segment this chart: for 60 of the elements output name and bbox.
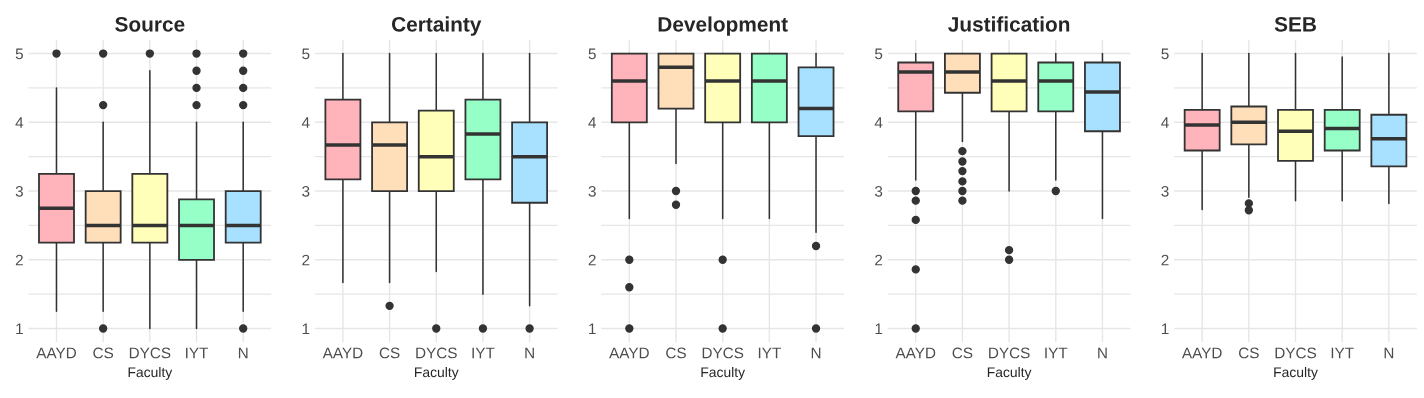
y-tick-label: 2 [875, 254, 883, 266]
y-tick-label: 3 [874, 185, 883, 197]
x-tick-label: IYT [186, 347, 209, 359]
y-tick-label: 1 [589, 323, 596, 335]
x-tick-label: AAYD [1181, 347, 1222, 359]
chart-title: SEB [1274, 16, 1316, 32]
x-tick-label: AAYD [609, 347, 649, 359]
x-tick-label: DYCS [416, 347, 457, 359]
x-tick-label: CS [952, 347, 973, 359]
y-tick-label: 1 [875, 323, 883, 335]
y-tick-label: 5 [588, 48, 596, 60]
y-tick-label: 5 [302, 48, 310, 60]
y-tick-label: 5 [15, 48, 23, 60]
x-axis-title: Faculty [128, 366, 173, 380]
y-tick-label: 1 [1161, 323, 1169, 335]
y-tick-label: 4 [588, 117, 597, 128]
x-axis-title: Faculty [987, 366, 1032, 380]
x-tick-label: N [811, 347, 821, 359]
x-tick-label: CS [666, 347, 686, 359]
y-tick-label: 2 [588, 254, 596, 266]
y-tick-label: 2 [15, 254, 23, 266]
y-tick-label: 3 [588, 185, 596, 197]
y-tick-label: 3 [1161, 185, 1169, 197]
x-tick-label: DYCS [702, 347, 744, 359]
x-tick-label: N [1098, 347, 1107, 359]
y-tick-label: 4 [301, 117, 310, 128]
x-tick-label: AAYD [322, 347, 363, 359]
x-axis-title: Faculty [415, 366, 459, 380]
x-tick-label: DYCS [129, 347, 171, 359]
x-tick-label: CS [1239, 347, 1259, 359]
y-tick-label: 3 [15, 185, 23, 197]
x-tick-label: N [1384, 347, 1394, 359]
x-tick-label: CS [93, 347, 114, 359]
x-tick-label: AAYD [36, 347, 76, 359]
x-tick-label: CS [379, 347, 400, 359]
y-tick-label: 4 [1161, 117, 1169, 128]
y-tick-label: 4 [15, 117, 24, 128]
x-tick-label: IYT [1045, 347, 1068, 359]
y-tick-label: 2 [1161, 254, 1169, 266]
x-tick-label: IYT [758, 347, 781, 359]
x-axis-title: Faculty [1274, 366, 1318, 380]
chart-title: Certainty [391, 16, 482, 36]
x-tick-label: N [525, 347, 534, 359]
x-tick-label: IYT [472, 347, 495, 359]
chart-title: Development [658, 16, 788, 36]
chart-title: Justification [948, 16, 1070, 32]
y-tick-label: 3 [302, 185, 310, 197]
y-tick-label: 5 [1161, 48, 1169, 60]
y-tick-label: 2 [302, 254, 310, 266]
y-tick-label: 4 [874, 117, 883, 128]
x-tick-label: N [238, 347, 248, 359]
x-tick-label: DYCS [989, 347, 1030, 359]
y-tick-label: 1 [16, 323, 23, 335]
y-tick-label: 5 [874, 48, 883, 60]
x-axis-title: Faculty [701, 366, 746, 380]
x-tick-label: IYT [1331, 347, 1354, 359]
x-tick-label: AAYD [895, 347, 936, 359]
chart-title: Source [115, 16, 185, 32]
y-tick-label: 1 [302, 323, 310, 335]
x-tick-label: DYCS [1275, 347, 1317, 359]
